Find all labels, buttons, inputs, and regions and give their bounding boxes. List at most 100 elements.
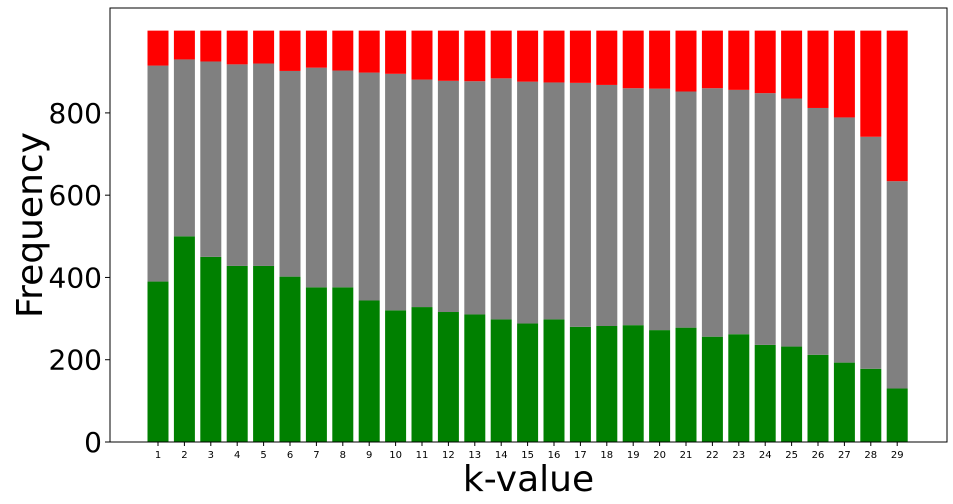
bar-25-series-2 xyxy=(781,98,803,347)
bar-26-series-3 xyxy=(807,30,829,108)
x-tick-label: 23 xyxy=(732,450,745,461)
bar-28-series-3 xyxy=(860,30,882,137)
x-tick-label: 1 xyxy=(155,450,161,461)
x-tick-label: 29 xyxy=(891,450,904,461)
x-tick-label: 7 xyxy=(313,450,319,461)
x-tick-label: 22 xyxy=(706,450,719,461)
bar-26-series-1 xyxy=(807,354,829,442)
bar-24-series-3 xyxy=(754,30,776,94)
bar-28-series-1 xyxy=(860,368,882,442)
bar-3-series-1 xyxy=(200,256,222,442)
bar-3-series-2 xyxy=(200,61,222,257)
y-axis-ticks: 0 200 400 600 800 xyxy=(49,97,110,459)
bar-1-series-2 xyxy=(147,65,169,282)
x-tick-label: 10 xyxy=(389,450,402,461)
bar-24-series-2 xyxy=(754,93,776,345)
x-tick-label: 8 xyxy=(340,450,346,461)
x-tick-label: 21 xyxy=(680,450,693,461)
x-tick-label: 17 xyxy=(574,450,587,461)
bar-9-series-1 xyxy=(358,300,380,442)
x-tick-label: 24 xyxy=(759,450,772,461)
bar-15-series-3 xyxy=(517,30,539,82)
x-axis-label: k-value xyxy=(463,459,594,500)
bar-27-series-3 xyxy=(833,30,855,118)
bar-17-series-1 xyxy=(569,326,591,442)
bar-27-series-1 xyxy=(833,362,855,442)
bar-19-series-1 xyxy=(622,325,644,442)
bar-21-series-3 xyxy=(675,30,697,92)
bar-25-series-3 xyxy=(781,30,803,99)
y-tick-label: 400 xyxy=(49,261,102,294)
bar-23-series-2 xyxy=(728,89,750,335)
bar-18-series-2 xyxy=(596,84,618,327)
y-tick-label: 200 xyxy=(49,344,102,377)
bar-15-series-2 xyxy=(517,81,539,324)
bar-8-series-1 xyxy=(332,287,354,442)
x-tick-label: 20 xyxy=(653,450,666,461)
bar-7-series-1 xyxy=(305,287,327,442)
bars-group xyxy=(147,30,908,442)
bar-21-series-1 xyxy=(675,327,697,442)
x-tick-label: 2 xyxy=(181,450,187,461)
bar-26-series-2 xyxy=(807,107,829,355)
x-tick-label: 4 xyxy=(234,450,240,461)
bar-13-series-3 xyxy=(464,30,486,82)
bar-20-series-2 xyxy=(649,88,671,331)
bar-5-series-2 xyxy=(253,63,275,266)
bar-9-series-2 xyxy=(358,72,380,301)
bar-28-series-2 xyxy=(860,136,882,369)
bar-11-series-1 xyxy=(411,307,433,442)
bar-16-series-1 xyxy=(543,319,565,442)
bar-15-series-1 xyxy=(517,323,539,442)
bar-14-series-1 xyxy=(490,319,512,442)
bar-21-series-2 xyxy=(675,91,697,328)
x-tick-label: 9 xyxy=(366,450,372,461)
bar-18-series-1 xyxy=(596,325,618,442)
x-tick-label: 25 xyxy=(785,450,798,461)
bar-10-series-1 xyxy=(385,310,407,442)
bar-8-series-2 xyxy=(332,70,354,288)
bar-23-series-1 xyxy=(728,334,750,442)
plot-frame xyxy=(109,7,948,443)
y-tick-label: 0 xyxy=(84,426,102,459)
bar-13-series-1 xyxy=(464,314,486,442)
x-tick-label: 3 xyxy=(208,450,214,461)
bar-5-series-1 xyxy=(253,265,275,442)
bar-4-series-2 xyxy=(226,64,248,266)
bar-25-series-1 xyxy=(781,346,803,442)
bar-2-series-3 xyxy=(173,30,195,60)
x-tick-label: 19 xyxy=(627,450,640,461)
bar-20-series-3 xyxy=(649,30,671,89)
bar-20-series-1 xyxy=(649,330,671,442)
x-tick-label: 5 xyxy=(260,450,266,461)
bar-12-series-3 xyxy=(437,30,459,81)
x-tick-label: 12 xyxy=(442,450,455,461)
bar-2-series-1 xyxy=(173,236,195,442)
bar-10-series-3 xyxy=(385,30,407,74)
bar-22-series-1 xyxy=(701,336,723,442)
x-tick-label: 16 xyxy=(548,450,561,461)
bar-17-series-3 xyxy=(569,30,591,83)
bar-2-series-2 xyxy=(173,59,195,237)
bar-14-series-3 xyxy=(490,30,512,79)
bar-7-series-3 xyxy=(305,30,327,68)
x-tick-label: 27 xyxy=(838,450,851,461)
x-tick-label: 6 xyxy=(287,450,293,461)
bar-24-series-1 xyxy=(754,344,776,442)
bar-13-series-2 xyxy=(464,81,486,315)
bar-16-series-2 xyxy=(543,82,565,320)
x-tick-label: 18 xyxy=(600,450,613,461)
bar-22-series-3 xyxy=(701,30,723,89)
bar-12-series-2 xyxy=(437,80,459,312)
y-tick-label: 800 xyxy=(49,97,102,130)
bar-6-series-3 xyxy=(279,30,301,71)
bar-4-series-1 xyxy=(226,265,248,442)
bar-29-series-1 xyxy=(886,388,908,442)
bar-1-series-1 xyxy=(147,281,169,442)
x-tick-label: 14 xyxy=(495,450,508,461)
bar-10-series-2 xyxy=(385,73,407,311)
x-tick-label: 15 xyxy=(521,450,534,461)
bar-29-series-3 xyxy=(886,30,908,182)
bar-7-series-2 xyxy=(305,67,327,288)
